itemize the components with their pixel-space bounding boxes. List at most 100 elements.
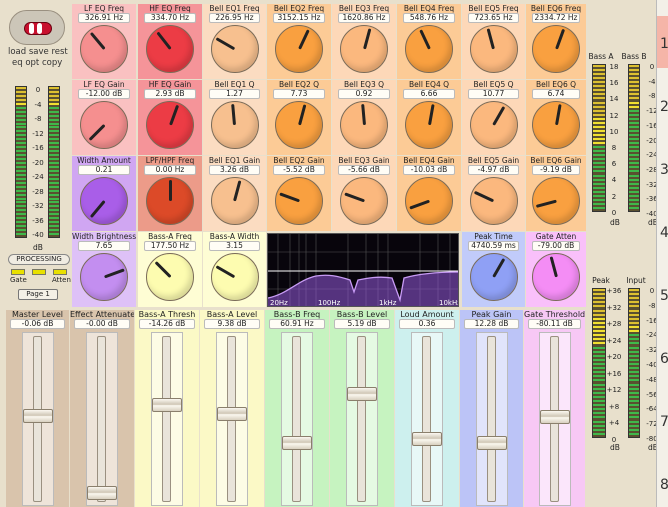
meter-segment <box>629 186 639 189</box>
page-number[interactable]: 6 <box>660 351 668 367</box>
knob-dial[interactable] <box>80 177 128 225</box>
preset-buttons-row2[interactable]: eq opt copy <box>12 58 63 68</box>
meter-scale-label: 0 <box>649 287 655 295</box>
meter-segment <box>16 213 26 216</box>
active-page-tab[interactable] <box>657 16 668 68</box>
fader-handle[interactable] <box>347 386 377 401</box>
bass-unit-a: dB <box>610 218 620 227</box>
knob-dial[interactable] <box>532 253 580 301</box>
fader-handle[interactable] <box>539 410 570 425</box>
meter-segment <box>49 154 59 157</box>
page-number[interactable]: 3 <box>660 162 668 178</box>
knob-dial[interactable] <box>340 25 388 73</box>
meter-scale-label: -40 <box>646 361 658 369</box>
knob-value: -79.00 dB <box>532 241 580 251</box>
page-number[interactable]: 2 <box>660 99 668 115</box>
meter-segment <box>593 166 605 169</box>
knob-dial[interactable] <box>146 177 194 225</box>
knob-dial[interactable] <box>532 177 580 225</box>
knob-cell: Gate Atten -79.00 dB <box>526 232 586 307</box>
meter-segment <box>16 165 26 168</box>
fader-handle[interactable] <box>217 407 247 422</box>
meter-segment <box>629 293 639 296</box>
meter-segment <box>49 221 59 224</box>
peak-unit-a: dB <box>610 443 620 452</box>
knob-dial[interactable] <box>469 25 518 73</box>
processing-indicator: PROCESSING <box>8 254 70 265</box>
fader-label: Master Level <box>12 310 63 319</box>
knob-dial[interactable] <box>532 25 580 73</box>
meter-scale-label: 8 <box>611 144 617 152</box>
knob-label: Bell EQ4 Gain <box>403 156 455 165</box>
processing-label: PROCESSING <box>16 255 62 263</box>
meter-segment <box>593 326 605 328</box>
meter-segment <box>49 233 59 236</box>
knob-dial[interactable] <box>340 101 388 149</box>
meter-segment <box>629 174 639 177</box>
left-meter-unit: dB <box>33 243 43 252</box>
knob-dial[interactable] <box>210 253 259 301</box>
fader-handle[interactable] <box>22 408 53 423</box>
page-number[interactable]: 4 <box>660 225 668 241</box>
knob-dial[interactable] <box>469 101 518 149</box>
knob-dial[interactable] <box>275 177 323 225</box>
meter-segment <box>16 102 26 105</box>
meter-segment <box>593 371 605 374</box>
knob-dial[interactable] <box>275 25 323 73</box>
preset-buttons-row1[interactable]: load save rest <box>8 47 68 57</box>
meter-segment <box>629 190 639 193</box>
meter-segment <box>593 150 605 153</box>
knob-dial[interactable] <box>146 253 194 301</box>
page-number[interactable]: 7 <box>660 414 668 430</box>
knob-dial[interactable] <box>146 101 194 149</box>
page-number[interactable]: 5 <box>660 288 668 304</box>
knob-dial[interactable] <box>469 253 518 301</box>
meter-segment <box>593 305 605 308</box>
meter-segment <box>593 309 605 312</box>
meter-segment <box>629 89 639 92</box>
knob-dial[interactable] <box>80 25 128 73</box>
knob-dial[interactable] <box>210 25 259 73</box>
knob-dial[interactable] <box>80 253 128 301</box>
knob-dial[interactable] <box>146 25 194 73</box>
knob-dial[interactable] <box>210 101 259 149</box>
knob-cell: Bell EQ2 Q 7.73 <box>267 80 331 155</box>
meter-segment <box>16 209 26 212</box>
page-number[interactable]: 1 <box>660 36 668 52</box>
fader-handle[interactable] <box>412 432 442 447</box>
meter-scale-label: 0 <box>611 435 617 444</box>
fader-handle[interactable] <box>152 397 182 412</box>
meter-scale-label: +20 <box>606 353 622 361</box>
knob-dial[interactable] <box>405 177 453 225</box>
knob-dial[interactable] <box>405 25 453 73</box>
meter-segment <box>593 289 605 291</box>
page-number[interactable]: 8 <box>660 477 668 493</box>
meter-scale-label: -80 <box>646 435 658 443</box>
meter-scale-label: -20 <box>646 136 658 145</box>
meter-segment <box>593 383 605 386</box>
input-label: Input <box>626 276 646 285</box>
fader-handle[interactable] <box>87 486 117 501</box>
knob-dial[interactable] <box>210 177 259 225</box>
meter-segment <box>593 73 605 76</box>
meter-segment <box>593 77 605 80</box>
fader-handle[interactable] <box>282 435 312 450</box>
meter-segment <box>629 305 639 308</box>
meter-segment <box>16 126 26 129</box>
meter-scale-label: -12 <box>32 129 44 138</box>
meter-scale-label: 4 <box>611 176 617 185</box>
fader-column: Bass-B Freq 60.91 Hz <box>265 310 329 507</box>
meter-segment <box>593 113 605 116</box>
meter-segment <box>629 338 639 341</box>
power-toggle[interactable] <box>9 10 65 45</box>
knob-dial[interactable] <box>275 101 323 149</box>
knob-dial[interactable] <box>405 101 453 149</box>
fader-handle[interactable] <box>476 435 507 450</box>
knob-dial[interactable] <box>469 177 518 225</box>
page-button[interactable]: Page 1 <box>18 289 58 300</box>
knob-value: 226.95 Hz <box>209 13 260 23</box>
knob-dial[interactable] <box>532 101 580 149</box>
knob-dial[interactable] <box>80 101 128 149</box>
meter-segment <box>629 69 639 72</box>
knob-dial[interactable] <box>340 177 388 225</box>
